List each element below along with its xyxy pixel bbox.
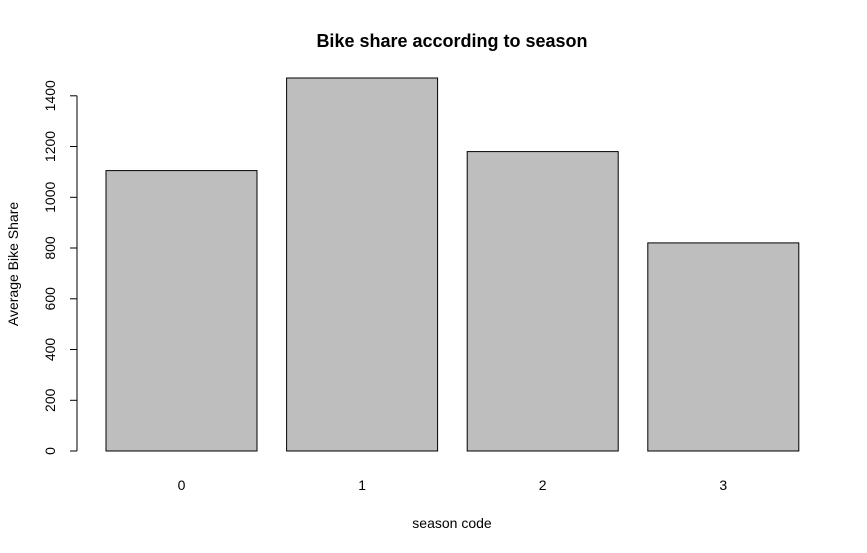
bar-season-0 [105,170,258,452]
x-tick-label: 1 [358,477,366,493]
y-axis: 0 200 400 600 800 1000 1200 1400 [42,80,78,455]
y-tick-label: 1200 [42,131,58,162]
bars-group [105,77,800,452]
y-tick-label: 600 [42,287,58,311]
y-tick-label: 1400 [42,80,58,111]
bar-season-2 [466,151,619,452]
chart-title: Bike share according to season [316,31,587,51]
bar-season-1 [286,77,439,452]
x-axis-labels: 0 1 2 3 [178,477,728,493]
bar-season-3 [647,242,800,452]
x-tick-label: 0 [178,477,186,493]
y-tick-label: 200 [42,388,58,412]
y-tick-label: 0 [42,447,58,455]
x-axis-title: season code [412,515,492,531]
x-tick-label: 3 [719,477,727,493]
y-tick-label: 1000 [42,182,58,213]
y-tick-label: 800 [42,236,58,260]
y-axis-title: Average Bike Share [5,202,21,326]
x-tick-label: 2 [539,477,547,493]
y-tick-label: 400 [42,338,58,362]
